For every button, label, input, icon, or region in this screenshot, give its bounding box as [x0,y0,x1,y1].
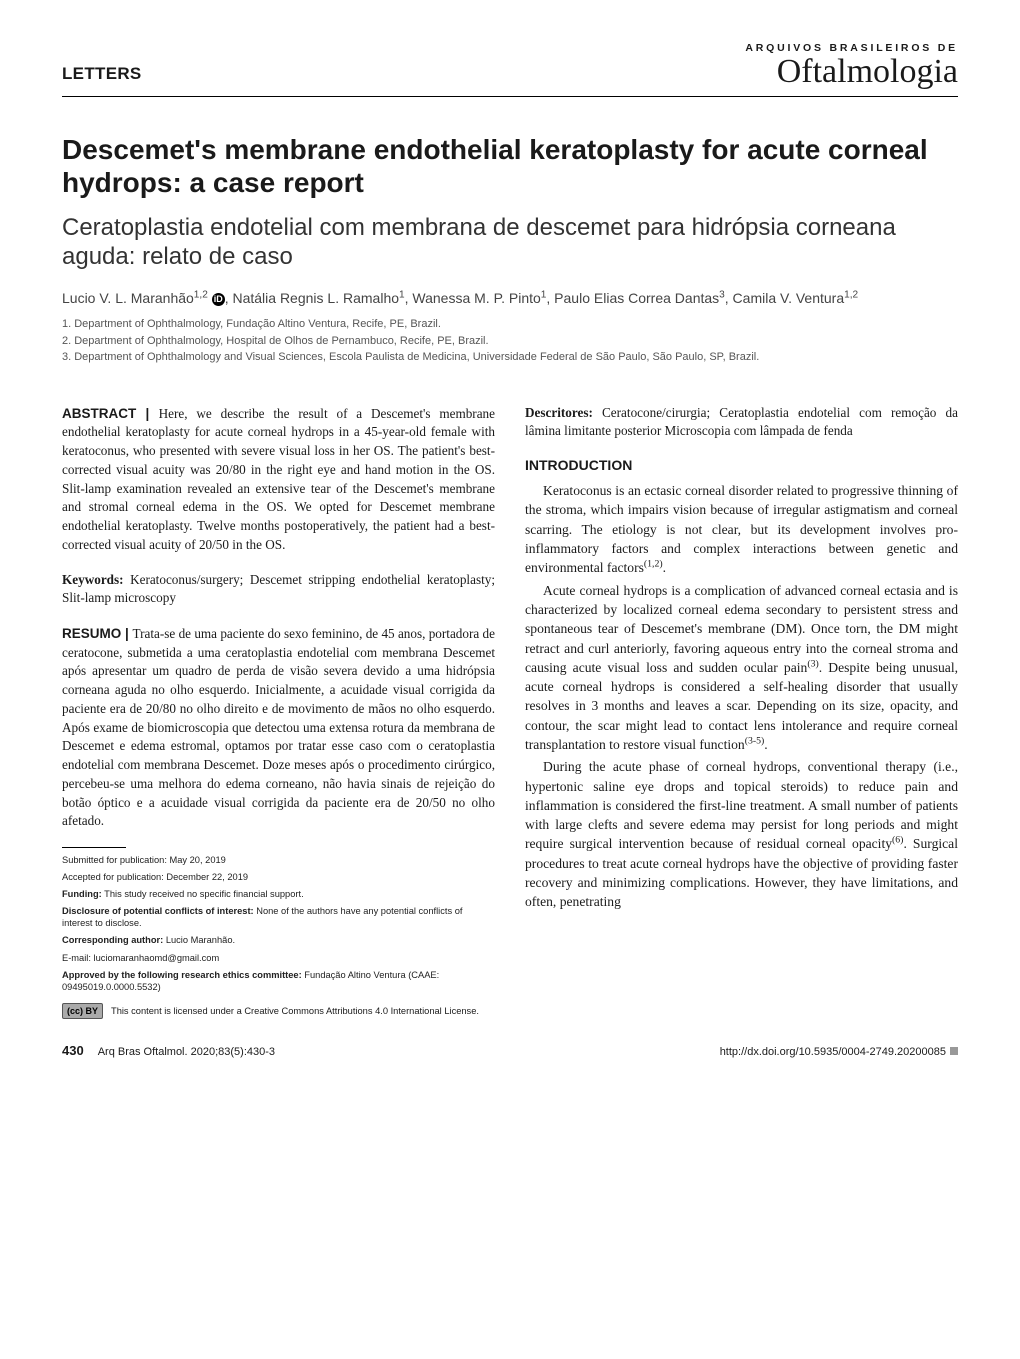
funding-text: This study received no specific financia… [102,889,304,899]
keywords: Keywords: Keratoconus/surgery; Descemet … [62,571,495,608]
affiliation-line: 1. Department of Ophthalmology, Fundação… [62,316,958,333]
p1-cite: (1,2) [644,559,663,570]
footnote-submitted: Submitted for publication: May 20, 2019 [62,854,495,866]
two-column-body: ABSTRACT | Here, we describe the result … [62,404,958,1019]
journal-name: Oftalmologia [745,54,958,90]
footer-right: http://dx.doi.org/10.5935/0004-2749.2020… [720,1046,958,1058]
descritores: Descritores: Ceratocone/cirurgia; Cerato… [525,404,958,441]
descritores-text: Descritores: Ceratocone/cirurgia; Cerato… [525,405,958,439]
abstract-heading: ABSTRACT | [62,406,159,421]
p1-text: Keratoconus is an ectasic corneal disord… [525,483,958,575]
footnote-funding: Funding: This study received no specific… [62,888,495,900]
footnote-disclosure: Disclosure of potential conflicts of int… [62,905,495,929]
footnote-rule [62,847,126,848]
cc-by-icon: (cc) BY [62,1003,103,1019]
square-icon [950,1047,958,1055]
abstract-text: Here, we describe the result of a Descem… [62,406,495,552]
affiliations: 1. Department of Ophthalmology, Fundação… [62,316,958,366]
section-label: LETTERS [62,42,142,84]
intro-paragraph-3: During the acute phase of corneal hydrop… [525,757,958,911]
affiliation-line: 2. Department of Ophthalmology, Hospital… [62,333,958,350]
keywords-text: Keywords: Keratoconus/surgery; Descemet … [62,572,495,606]
p3-cite: (6) [892,835,903,846]
left-column: ABSTRACT | Here, we describe the result … [62,404,495,1019]
p2b-cite: (3-5) [745,735,765,746]
introduction-heading: INTRODUCTION [525,457,958,473]
funding-label: Funding: [62,889,102,899]
right-column: Descritores: Ceratocone/cirurgia; Cerato… [525,404,958,1019]
cc-license-text: This content is licensed under a Creativ… [111,1006,479,1016]
p2-cite: (3) [807,658,818,669]
corresponding-text: Lucio Maranhão. [163,935,235,945]
authors-line: Lucio V. L. Maranhão1,2 iD, Natália Regn… [62,289,958,308]
footer-citation: Arq Bras Oftalmol. 2020;83(5):430-3 [98,1046,275,1058]
disclosure-label: Disclosure of potential conflicts of int… [62,906,254,916]
doi-link[interactable]: http://dx.doi.org/10.5935/0004-2749.2020… [720,1046,946,1058]
footnote-accepted: Accepted for publication: December 22, 2… [62,871,495,883]
article-title: Descemet's membrane endothelial keratopl… [62,133,958,199]
footer-left: 430 Arq Bras Oftalmol. 2020;83(5):430-3 [62,1043,275,1058]
orcid-icon[interactable]: iD [212,293,225,306]
page-footer: 430 Arq Bras Oftalmol. 2020;83(5):430-3 … [62,1043,958,1058]
article-subtitle: Ceratoplastia endotelial com membrana de… [62,213,958,272]
intro-paragraph-1: Keratoconus is an ectasic corneal disord… [525,481,958,577]
resumo-heading: RESUMO | [62,626,133,641]
footnote-ethics: Approved by the following research ethic… [62,969,495,993]
affiliation-line: 3. Department of Ophthalmology and Visua… [62,349,958,366]
cc-row: (cc) BY This content is licensed under a… [62,1003,495,1019]
footnote-email: E-mail: luciomaranhaomd@gmail.com [62,952,495,964]
intro-paragraph-2: Acute corneal hydrops is a complication … [525,581,958,755]
page-header: LETTERS ARQUIVOS BRASILEIROS DE Oftalmol… [62,42,958,97]
resumo-block: RESUMO | Trata-se de uma paciente do sex… [62,624,495,831]
ethics-label: Approved by the following research ethic… [62,970,302,980]
abstract-block: ABSTRACT | Here, we describe the result … [62,404,495,555]
footnote-corresponding: Corresponding author: Lucio Maranhão. [62,934,495,946]
resumo-text: Trata-se de uma paciente do sexo feminin… [62,626,495,828]
corresponding-label: Corresponding author: [62,935,163,945]
journal-block: ARQUIVOS BRASILEIROS DE Oftalmologia [745,42,958,90]
page-number: 430 [62,1043,84,1058]
